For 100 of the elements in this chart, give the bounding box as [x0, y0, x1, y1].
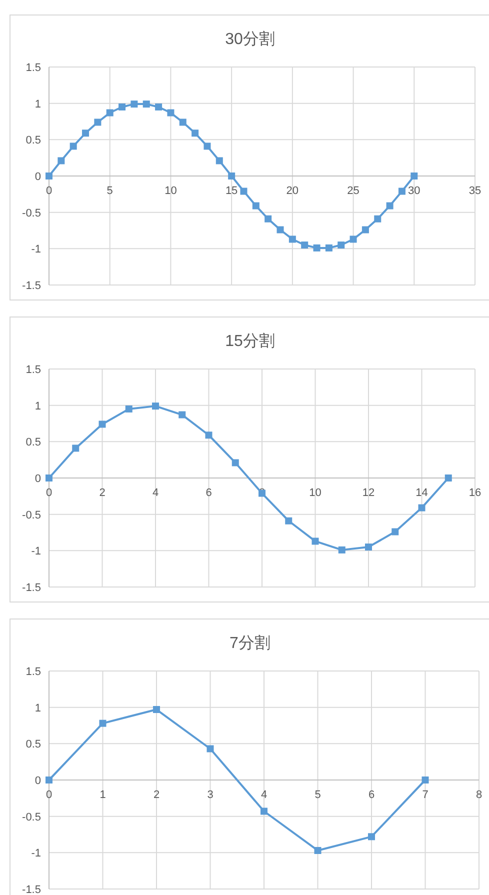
point	[350, 236, 357, 243]
point	[314, 846, 322, 854]
y-tick-label: 1.5	[26, 666, 41, 678]
point	[167, 109, 174, 116]
x-tick-label: 4	[260, 789, 268, 801]
point	[368, 833, 375, 840]
point	[155, 103, 162, 110]
x-tick-label: 30	[408, 185, 420, 197]
x-tick-label: 12	[362, 487, 375, 499]
x-tick-label: 0	[46, 185, 52, 197]
point	[422, 776, 429, 784]
x-tick-label: 10	[309, 487, 322, 499]
point	[98, 420, 106, 428]
x-tick-label: 3	[207, 789, 214, 801]
x-tick-label: 20	[286, 185, 299, 197]
y-tick-label: 0	[34, 473, 41, 485]
x-tick-label: 5	[314, 789, 321, 801]
point	[94, 118, 102, 126]
point	[285, 517, 292, 524]
point	[386, 202, 394, 210]
y-tick-label: -0.5	[22, 509, 41, 522]
x-tick-label: 10	[164, 185, 177, 197]
point	[153, 706, 160, 714]
point	[276, 226, 284, 234]
x-tick-label: 7	[422, 789, 428, 801]
point	[72, 444, 80, 452]
point	[106, 109, 114, 116]
point	[365, 544, 372, 551]
point	[260, 808, 268, 815]
y-tick-label: 1.5	[26, 364, 41, 376]
x-tick-label: 5	[106, 185, 113, 197]
point	[125, 405, 132, 412]
point	[312, 538, 319, 545]
x-tick-label: 6	[368, 789, 375, 801]
x-tick-label: 2	[153, 789, 160, 801]
x-tick-label: 25	[347, 185, 360, 197]
point	[392, 528, 399, 536]
point	[264, 215, 272, 222]
x-tick-label: 14	[416, 487, 428, 499]
point	[178, 411, 186, 418]
point	[130, 100, 138, 108]
y-tick-label: -1	[31, 244, 41, 256]
x-tick-label: 16	[468, 487, 482, 499]
y-tick-label: 0.5	[26, 738, 41, 751]
point	[70, 142, 77, 150]
point	[362, 226, 369, 234]
point	[338, 242, 345, 249]
point	[258, 490, 266, 497]
x-tick-label: 2	[99, 487, 106, 499]
chart-title: 7分割	[230, 634, 270, 652]
y-tick-label: -0.5	[22, 207, 41, 220]
point	[228, 172, 236, 180]
point	[205, 432, 212, 439]
point	[232, 459, 239, 466]
point	[99, 720, 106, 727]
y-tick-label: 0.5	[26, 436, 41, 449]
y-tick-label: -1.5	[22, 582, 41, 594]
point	[82, 130, 90, 137]
y-tick-label: 0	[34, 775, 41, 787]
y-tick-label: -0.5	[22, 811, 41, 824]
point	[216, 157, 223, 164]
y-tick-label: -1.5	[22, 280, 41, 292]
x-tick-label: 15	[225, 185, 238, 197]
point	[252, 202, 260, 210]
x-tick-label: 6	[206, 487, 212, 499]
y-tick-label: -1	[31, 546, 41, 558]
point	[398, 188, 406, 195]
point	[179, 118, 186, 126]
point	[288, 236, 296, 243]
point	[46, 474, 52, 482]
point	[142, 100, 150, 108]
point	[204, 142, 211, 150]
y-tick-label: -1.5	[22, 884, 41, 895]
point	[301, 242, 308, 249]
y-tick-label: 1.5	[26, 62, 41, 74]
point	[374, 215, 382, 222]
x-tick-label: 8	[476, 789, 482, 801]
y-tick-label: 1	[34, 400, 41, 412]
point	[206, 745, 214, 752]
x-tick-label: 0	[46, 487, 52, 499]
chart-title: 15分割	[225, 332, 275, 350]
y-tick-label: -1	[31, 848, 41, 860]
point	[444, 474, 452, 482]
y-tick-label: 1	[34, 98, 41, 110]
point	[192, 130, 199, 137]
x-tick-label: 4	[152, 487, 159, 499]
x-tick-label: 35	[468, 185, 482, 197]
x-tick-label: 0	[46, 789, 52, 801]
point	[338, 546, 346, 554]
y-tick-label: 1	[34, 702, 41, 714]
x-tick-label: 1	[100, 789, 106, 801]
point	[410, 172, 418, 180]
point	[418, 504, 426, 512]
point	[313, 244, 320, 252]
point	[58, 157, 65, 164]
y-tick-label: 0.5	[26, 134, 41, 147]
point	[240, 188, 248, 195]
point	[325, 244, 332, 252]
point	[46, 172, 52, 180]
point	[152, 402, 159, 410]
